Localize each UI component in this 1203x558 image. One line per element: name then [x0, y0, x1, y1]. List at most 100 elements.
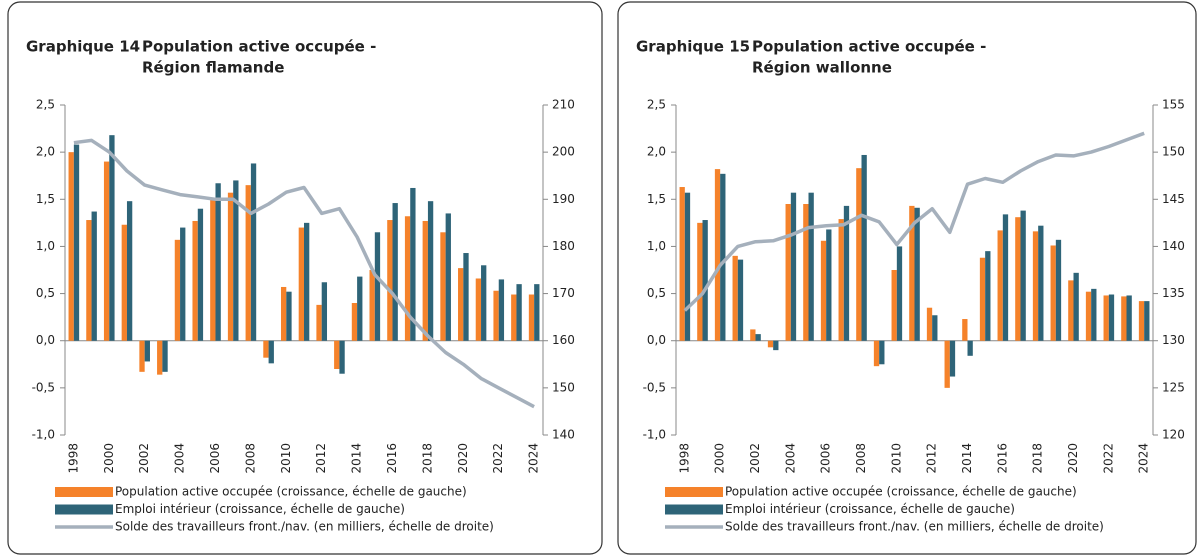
y-tick-label: 1,5: [36, 192, 55, 206]
bar: [422, 220, 428, 341]
y2-tick-label: 140: [552, 428, 575, 442]
y-tick-label: -0,5: [643, 380, 666, 394]
x-tick-label: 2006: [819, 443, 833, 474]
bar: [785, 204, 791, 341]
bar: [528, 294, 535, 341]
bar: [427, 201, 434, 341]
chart-title: Population active occupée -: [752, 38, 986, 56]
bar: [268, 340, 274, 364]
legend-label: Solde des travailleurs front./nav. (en m…: [115, 520, 494, 534]
y2-tick-label: 210: [552, 98, 575, 112]
bar: [861, 154, 867, 341]
bar: [516, 284, 522, 341]
y2-tick-label: 180: [552, 239, 575, 253]
bar: [838, 219, 844, 341]
legend-label: Population active occupée (croissance, é…: [115, 485, 467, 499]
bar: [1126, 295, 1132, 341]
bar: [926, 307, 933, 341]
bar: [498, 279, 505, 341]
bar: [1121, 296, 1127, 341]
bar: [534, 284, 540, 341]
bar: [210, 199, 216, 341]
y-tick-label: 0,5: [36, 286, 55, 300]
y-tick-label: 2,5: [647, 98, 666, 112]
bar: [1015, 217, 1021, 341]
y-tick-label: 2,5: [36, 98, 55, 112]
y-tick-label: 1,0: [647, 239, 666, 253]
bar: [445, 213, 451, 341]
bar: [932, 315, 938, 341]
legend-label: Emploi intérieur (croissance, échelle de…: [115, 502, 405, 516]
y-tick-label: 2,0: [647, 145, 666, 159]
x-tick-label: 2024: [1137, 443, 1151, 474]
bar: [103, 161, 110, 341]
x-tick-label: 2020: [1066, 443, 1080, 474]
bar: [493, 290, 499, 341]
bar: [702, 220, 708, 341]
bar: [720, 173, 726, 341]
bar: [458, 268, 464, 341]
bar: [481, 265, 487, 341]
bar: [280, 286, 287, 341]
legend-label: Population active occupée (croissance, é…: [725, 485, 1077, 499]
chart-label: Graphique 15: [636, 38, 750, 56]
bar: [1055, 239, 1062, 341]
bar: [351, 303, 358, 341]
bar: [949, 340, 956, 377]
bar: [714, 169, 721, 341]
bar: [475, 278, 482, 341]
x-tick-label: 2010: [889, 443, 903, 474]
bar: [1091, 288, 1097, 341]
y-tick-label: 0,0: [36, 333, 55, 347]
bar: [410, 187, 416, 341]
y2-tick-label: 120: [1162, 428, 1185, 442]
bar: [1068, 280, 1074, 341]
legend-swatch: [55, 487, 113, 497]
bar: [755, 334, 761, 341]
y2-tick-label: 160: [552, 333, 575, 347]
bar: [803, 204, 809, 341]
bar: [440, 232, 446, 341]
y-tick-label: 0,0: [647, 333, 666, 347]
bar: [321, 282, 328, 341]
bar: [843, 205, 850, 341]
x-tick-label: 2018: [1031, 443, 1045, 474]
x-tick-label: 2012: [925, 443, 939, 474]
bar: [387, 220, 393, 341]
x-tick-label: 1998: [66, 443, 80, 474]
bar: [944, 340, 950, 388]
bar: [369, 270, 375, 341]
bar: [126, 201, 133, 341]
bar: [174, 239, 181, 341]
bar: [1050, 245, 1056, 341]
x-tick-label: 2004: [173, 443, 187, 474]
bar: [1032, 231, 1039, 341]
y2-tick-label: 150: [552, 380, 575, 394]
bar: [737, 259, 744, 341]
bar: [286, 291, 292, 341]
bar: [985, 251, 991, 341]
bar: [767, 340, 774, 348]
bar: [1144, 301, 1150, 341]
bar: [914, 207, 920, 341]
x-tick-label: 2014: [350, 443, 364, 474]
x-tick-label: 2024: [527, 443, 541, 474]
bar: [979, 257, 986, 341]
x-tick-label: 2016: [385, 443, 399, 474]
bar: [404, 216, 411, 341]
y-tick-label: 1,5: [647, 192, 666, 206]
bar: [73, 144, 80, 341]
bar: [392, 203, 398, 341]
chart-label: Graphique 14: [26, 38, 140, 56]
bar: [820, 240, 827, 341]
y2-tick-label: 170: [552, 286, 575, 300]
y-tick-label: -1,0: [32, 428, 55, 442]
legend-label: Solde des travailleurs front./nav. (en m…: [725, 520, 1104, 534]
bar: [511, 294, 517, 341]
bar: [808, 192, 814, 341]
y-tick-label: 1,0: [36, 239, 55, 253]
bar: [997, 230, 1003, 341]
bar: [374, 232, 381, 341]
bar: [298, 227, 304, 341]
y-tick-label: -1,0: [643, 428, 666, 442]
